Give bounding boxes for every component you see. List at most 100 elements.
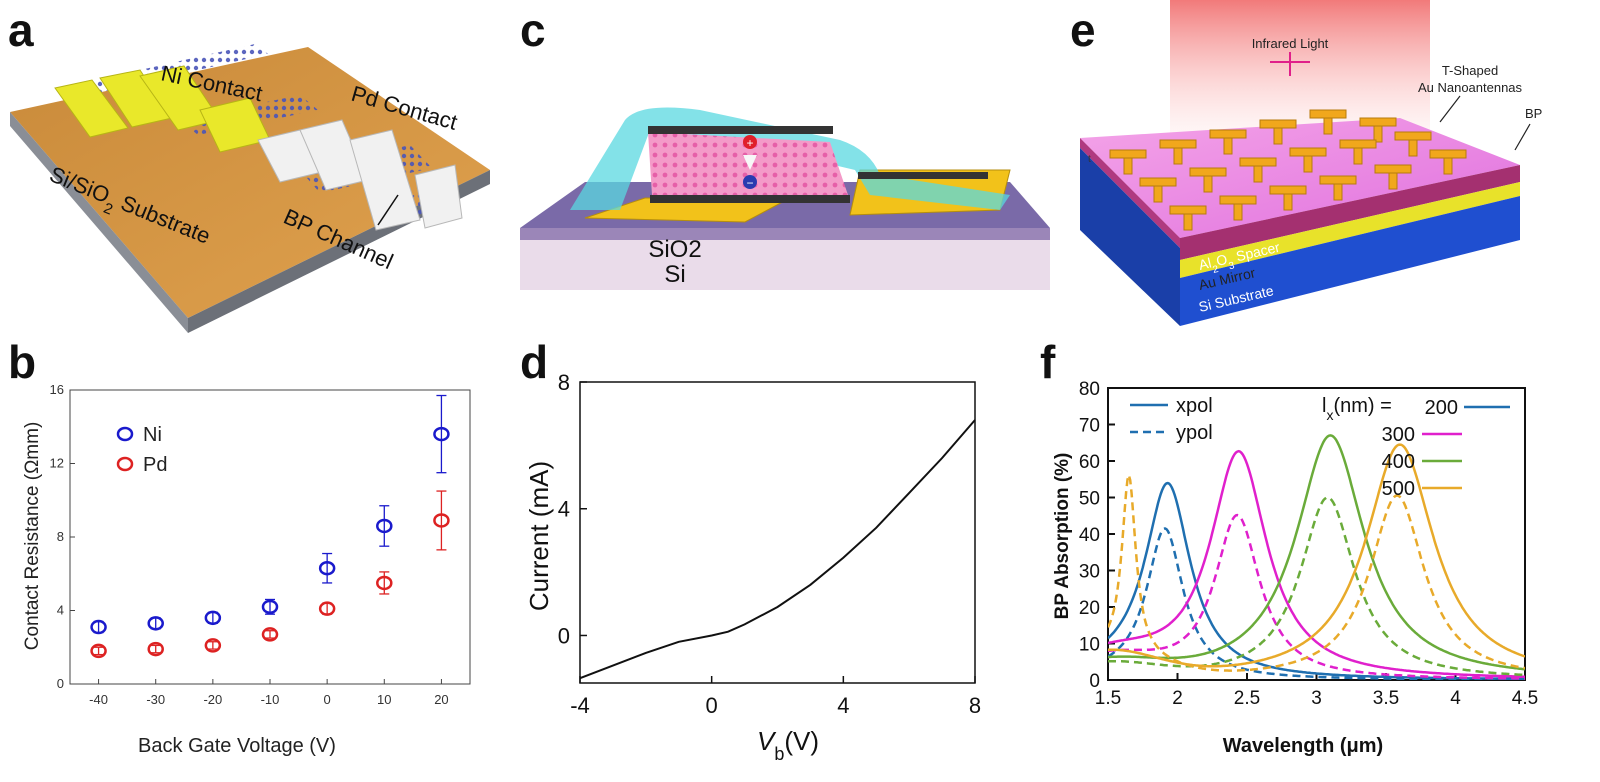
- infrared-light-label: Infrared Light: [1252, 36, 1329, 51]
- panel-c: c + − SiO2 Si: [520, 4, 1050, 290]
- panel-a: a Ni Contact Pd Contact Si/SiO2 Substra: [8, 4, 490, 333]
- chart-d-ytick-label: 8: [558, 370, 570, 395]
- chart-b-ytick-label: 16: [50, 382, 64, 397]
- chart-f-xtick-label: 2.5: [1234, 688, 1260, 709]
- t-nanoantennas: [1109, 109, 1467, 231]
- chart-d-ytick-label: 4: [558, 497, 570, 522]
- chart-f-legend-lx-label: 400: [1382, 451, 1415, 473]
- chart-b-point: [204, 610, 222, 626]
- chart-b-legend-label: Pd: [143, 454, 167, 476]
- chart-b-plot: -40 -30 -20 -10 0 10 20 0 4 8 12 16 Ni Pd: [50, 382, 471, 707]
- chart-b-ytick-label: 0: [57, 676, 64, 691]
- bp-label-e: BP: [1525, 106, 1542, 121]
- chart-f-ytick-label: 70: [1079, 416, 1100, 437]
- chart-d-xlabel: Vb(V): [757, 726, 819, 764]
- chart-b-point: [147, 616, 164, 631]
- panel-c-letter: c: [520, 4, 546, 56]
- antenna-pointer: [1439, 95, 1461, 123]
- spacer-front: [1180, 165, 1520, 260]
- chart-f-legend-lx-label: 200: [1425, 397, 1458, 419]
- chart-f-series-group: [1108, 434, 1525, 680]
- chart-f-xtick-label: 2: [1172, 688, 1183, 709]
- chart-f-ytick-label: 30: [1079, 562, 1100, 583]
- chart-d-xtick-label: 4: [837, 693, 849, 718]
- chart-d-frame: [579, 381, 976, 684]
- chart-f-ytick-label: 20: [1079, 598, 1100, 619]
- antenna-label-line1: T-Shaped: [1442, 63, 1498, 78]
- panel-e: e Infrared Light: [1070, 0, 1542, 326]
- graphene-bottom: [650, 195, 850, 203]
- chart-f-ylabel: BP Absorption (%): [1052, 453, 1073, 620]
- chart-f-legend-lx-label: 300: [1382, 424, 1415, 446]
- panel-b-letter: b: [8, 336, 36, 388]
- chart-d-xtick-label: -4: [570, 693, 590, 718]
- chart-b-legend-marker: [116, 456, 134, 472]
- thickness-label: t: [1088, 154, 1091, 165]
- chart-b-point: [204, 638, 222, 653]
- chart-f-legend-style-label: ypol: [1176, 422, 1213, 444]
- oxide-label: SiO2: [648, 236, 701, 263]
- chart-b-ylabel: Contact Resistance (Ωmm): [22, 422, 43, 651]
- polarization-icon: [1270, 52, 1310, 76]
- chart-f-series-line: [1108, 513, 1525, 680]
- chart-b-ytick-label: 12: [50, 456, 64, 471]
- oxide-front: [520, 228, 1050, 240]
- panel-b: b Contact Resistance (Ωmm) Back Gate Vol…: [8, 336, 471, 757]
- chart-f-ytick-label: 40: [1079, 525, 1100, 546]
- chart-b-xtick-label: -30: [146, 692, 165, 707]
- chart-b-point: [147, 641, 164, 657]
- chart-b-point: [261, 599, 279, 615]
- silicon-layer: [520, 240, 1050, 290]
- chart-d-xtick-label: 0: [706, 693, 718, 718]
- chart-b-point: [318, 560, 336, 576]
- substrate-side-e: [1080, 148, 1180, 326]
- chart-b-xtick-label: -10: [261, 692, 280, 707]
- antenna-label-line2: Au Nanoantennas: [1418, 80, 1523, 95]
- chart-f-series-line: [1108, 496, 1525, 677]
- chart-f-xtick-label: 1.5: [1095, 688, 1121, 709]
- chart-f-ytick-label: 80: [1079, 379, 1100, 400]
- ni-contacts: [54, 65, 271, 153]
- chart-f-legend-lx-label: 500: [1382, 478, 1415, 500]
- chart-b-ytick-label: 8: [57, 529, 64, 544]
- chart-d-ytick-label: 0: [558, 623, 570, 648]
- chart-f-frame: [1107, 387, 1526, 681]
- chart-f-ytick-label: 0: [1089, 671, 1100, 692]
- chart-b-xlabel: Back Gate Voltage (V): [138, 735, 336, 757]
- spacer-side-left: [1080, 138, 1180, 248]
- substrate-side-left: [10, 112, 188, 333]
- chart-b-point: [90, 643, 107, 659]
- panel-d-letter: d: [520, 336, 548, 388]
- mirror-front: [1180, 182, 1520, 278]
- chart-f-series-line: [1108, 434, 1525, 671]
- panel-e-letter: e: [1070, 4, 1096, 56]
- panel-f-letter: f: [1040, 336, 1056, 388]
- chart-f-plot: 1.5 2 2.5 3 3.5 4 4.5 0 10 20 30 40 50 60 70 80 xpol ypol…: [1079, 379, 1538, 709]
- chart-b-xtick-label: -20: [203, 692, 222, 707]
- bp-pointer: [1514, 123, 1531, 151]
- chart-b-point: [318, 601, 336, 616]
- chart-f-ytick-label: 10: [1079, 635, 1100, 656]
- panel-f: f BP Absorption (%) Wavelength (μm) 1.5 2…: [1040, 336, 1538, 757]
- chart-f-ytick-label: 60: [1079, 452, 1100, 473]
- chart-d-plot: -4 0 4 8 0 4 8: [558, 370, 981, 718]
- pd-contacts: [257, 119, 463, 231]
- chart-b-point: [433, 513, 450, 528]
- chart-b-xtick-label: 0: [324, 692, 331, 707]
- graphene-right: [858, 172, 988, 179]
- hole-icon: [743, 135, 757, 149]
- chart-f-legend-style-label: xpol: [1176, 395, 1213, 417]
- chart-b-xtick-label: -40: [89, 692, 108, 707]
- electron-icon: [743, 175, 757, 189]
- chart-b-point: [433, 426, 450, 442]
- panel-a-letter: a: [8, 4, 34, 56]
- chart-d-series-line: [579, 419, 976, 680]
- chart-d-xtick-label: 8: [969, 693, 981, 718]
- electron-sign: −: [746, 176, 753, 190]
- substrate-front-e: [1180, 196, 1520, 326]
- bp-channel-pointer: [377, 194, 399, 226]
- silicon-label: Si: [664, 261, 685, 288]
- chart-d-ylabel: Current (mA): [524, 461, 554, 611]
- graphene-top: [648, 126, 833, 134]
- chart-b-point: [90, 619, 107, 635]
